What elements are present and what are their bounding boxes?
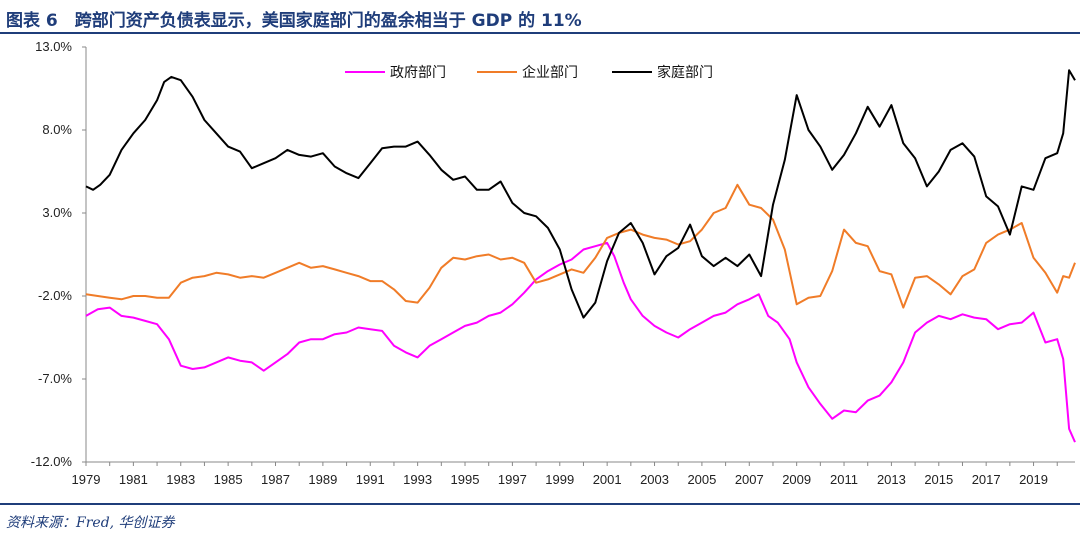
x-tick-label: 1985 [214, 472, 243, 487]
y-tick-label: -12.0% [31, 454, 73, 469]
legend-government-label: 政府部门 [390, 65, 446, 81]
x-tick-label: 2017 [972, 472, 1001, 487]
x-tick-label: 2015 [924, 472, 953, 487]
x-tick-label: 2005 [687, 472, 716, 487]
x-tick-label: 1979 [72, 472, 101, 487]
y-tick-label: 13.0% [35, 39, 72, 54]
x-tick-label: 2003 [640, 472, 669, 487]
x-tick-label: 2011 [830, 472, 858, 487]
x-tick-label: 1999 [545, 472, 574, 487]
x-tick-label: 1987 [261, 472, 290, 487]
chart-axes: 13.0% 8.0% 3.0% -2.0% -7.0% -12.0% 1979 1981 198… [31, 39, 1075, 487]
legend-household-label: 家庭部门 [657, 64, 713, 81]
x-tick-label: 1991 [356, 472, 385, 487]
x-tick-label: 1997 [498, 472, 527, 487]
y-tick-label: 3.0% [42, 205, 72, 220]
x-tick-label: 2009 [782, 472, 811, 487]
source-note: 资料来源：Fred, 华创证券 [6, 515, 175, 531]
series-layer [85, 69, 1076, 443]
title-divider [0, 32, 1080, 34]
x-tick-label: 2019 [1019, 472, 1048, 487]
household-series-line [85, 69, 1076, 319]
chart-header: 图表 6 跨部门资产负债表显示，美国家庭部门的盈余相当于 GDP 的 11% [0, 0, 1080, 34]
x-tick-label: 2001 [593, 472, 622, 487]
y-tick-label: 8.0% [42, 122, 72, 137]
government-series-line [85, 241, 1076, 443]
x-tick-label: 1995 [451, 472, 480, 487]
source-divider [0, 503, 1080, 505]
x-tick-label: 2013 [877, 472, 906, 487]
chart-legend: 政府部门 企业部门 家庭部门 [345, 64, 713, 81]
y-tick-label: -7.0% [38, 371, 72, 386]
x-tick-label: 1993 [403, 472, 432, 487]
x-tick-label: 2007 [735, 472, 764, 487]
x-tick-label: 1981 [119, 472, 148, 487]
corporate-series-line [85, 183, 1076, 309]
legend-corporate-label: 企业部门 [522, 64, 578, 81]
chart-title: 图表 6 跨部门资产负债表显示，美国家庭部门的盈余相当于 GDP 的 11% [6, 11, 582, 31]
y-tick-label: -2.0% [38, 288, 72, 303]
x-tick-label: 1989 [308, 472, 337, 487]
line-chart: 13.0% 8.0% 3.0% -2.0% -7.0% -12.0% 1979 1981 198… [31, 39, 1076, 487]
x-tick-label: 1983 [166, 472, 195, 487]
